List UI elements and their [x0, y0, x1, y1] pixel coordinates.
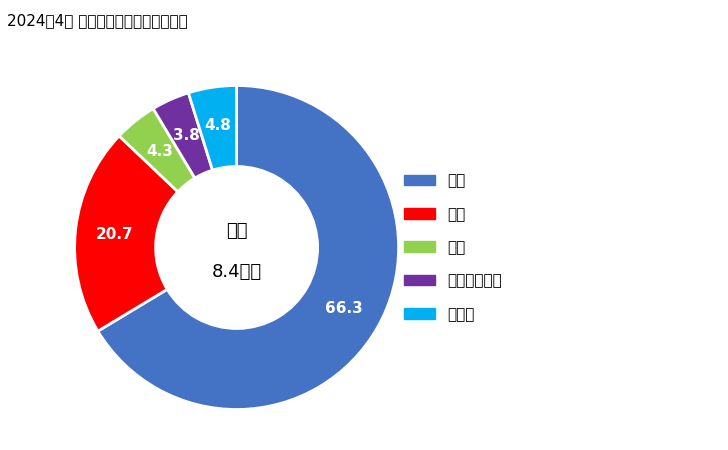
Wedge shape — [119, 108, 195, 192]
Wedge shape — [74, 136, 178, 331]
Text: 3.8: 3.8 — [173, 128, 199, 143]
Wedge shape — [189, 86, 237, 170]
Text: 4.3: 4.3 — [146, 144, 173, 159]
Text: 66.3: 66.3 — [325, 301, 363, 315]
Legend: 中国, タイ, 韓国, オーストリア, その他: 中国, タイ, 韓国, オーストリア, その他 — [398, 167, 508, 328]
Text: 4.8: 4.8 — [205, 118, 232, 133]
Text: 20.7: 20.7 — [95, 227, 133, 242]
Wedge shape — [153, 93, 213, 178]
Wedge shape — [98, 86, 399, 410]
Text: 8.4億円: 8.4億円 — [212, 263, 261, 281]
Text: 総額: 総額 — [226, 222, 248, 240]
Text: 2024年4月 輸入相手国のシェア（％）: 2024年4月 輸入相手国のシェア（％） — [7, 14, 188, 28]
